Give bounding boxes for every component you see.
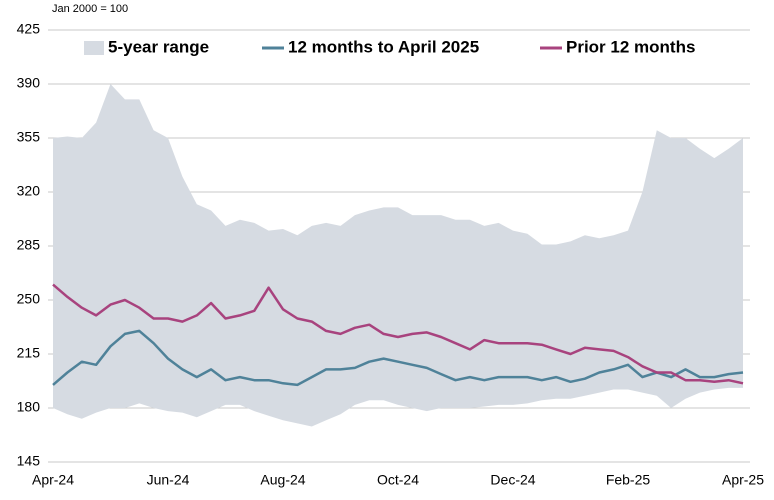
- x-tick-label: Aug-24: [260, 472, 305, 488]
- legend-label: 12 months to April 2025: [288, 37, 479, 56]
- legend-swatch: [84, 41, 104, 55]
- y-tick-label: 285: [17, 237, 41, 253]
- x-tick-label: Apr-25: [722, 472, 764, 488]
- series-line: [52, 283, 744, 385]
- y-tick-label: 320: [17, 183, 41, 199]
- y-tick-label: 145: [17, 453, 41, 469]
- x-tick-label: Jun-24: [147, 472, 190, 488]
- range-area: [53, 84, 743, 427]
- y-tick-label: 250: [17, 291, 41, 307]
- y-tick-label: 180: [17, 399, 41, 415]
- x-tick-label: Apr-24: [32, 472, 74, 488]
- x-tick-label: Oct-24: [377, 472, 419, 488]
- y-tick-label: 215: [17, 345, 41, 361]
- y-tick-label: 425: [17, 21, 41, 37]
- x-tick-label: Feb-25: [606, 472, 651, 488]
- series-line: [52, 329, 744, 387]
- x-tick-label: Dec-24: [490, 472, 535, 488]
- y-tick-label: 355: [17, 129, 41, 145]
- legend-label: Prior 12 months: [566, 37, 695, 56]
- y-axis-unit: Jan 2000 = 100: [52, 3, 128, 15]
- legend-label: 5-year range: [108, 37, 209, 56]
- y-tick-label: 390: [17, 75, 41, 91]
